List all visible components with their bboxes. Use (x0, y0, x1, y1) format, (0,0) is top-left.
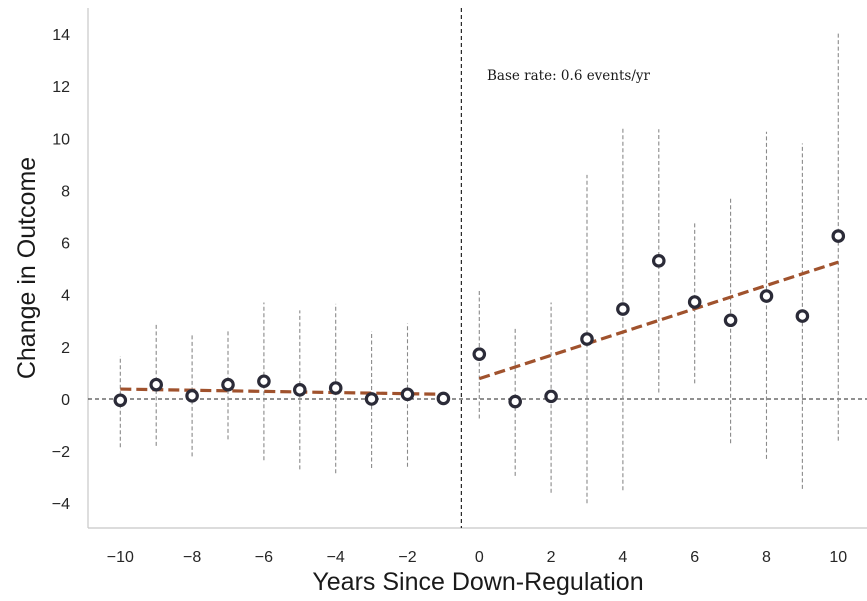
y-tick-labels: −4 −2 0 2 4 6 8 10 12 14 (52, 27, 70, 513)
x-tick-label: 6 (690, 549, 699, 566)
data-point (651, 254, 666, 268)
data-point (221, 377, 235, 392)
y-tick-label: 14 (52, 27, 70, 44)
y-tick-label: 4 (61, 288, 70, 305)
plot-frame (87, 8, 867, 529)
x-tick-labels: −10 −8 −6 −4 −2 0 2 4 6 8 10 (107, 549, 848, 566)
data-point (616, 302, 630, 316)
y-tick-label: 6 (61, 236, 70, 253)
data-point (436, 391, 451, 406)
x-tick-label: −6 (255, 549, 273, 566)
data-point (364, 392, 379, 406)
pre-period-trend-line (120, 387, 444, 396)
y-tick-label: −2 (52, 444, 70, 461)
data-point (328, 381, 343, 395)
reference-lines (88, 8, 867, 528)
data-point (759, 289, 774, 303)
base-rate-annotation: Base rate: 0.6 events/yr (487, 68, 651, 84)
data-point (400, 387, 415, 402)
y-axis-title: Change in Outcome (13, 157, 41, 379)
data-point (257, 374, 271, 389)
data-point (113, 393, 128, 408)
data-point (723, 313, 738, 328)
data-points (113, 229, 846, 409)
x-tick-label: 2 (547, 549, 556, 566)
data-point (544, 389, 558, 404)
y-tick-label: 0 (61, 392, 70, 409)
x-axis-title: Years Since Down-Regulation (312, 568, 643, 596)
x-tick-label: 8 (762, 549, 771, 566)
data-point (795, 309, 810, 323)
y-tick-label: 8 (61, 183, 70, 200)
x-tick-label: 0 (475, 549, 484, 566)
data-point (472, 347, 487, 361)
post-period-trend-line (478, 260, 839, 381)
y-tick-label: −4 (52, 496, 70, 513)
data-point (580, 332, 594, 346)
data-point (149, 377, 164, 392)
x-tick-label: −2 (398, 549, 416, 566)
data-point (687, 295, 702, 309)
y-tick-label: 12 (52, 79, 70, 96)
y-tick-label: 2 (61, 340, 70, 357)
data-point (185, 389, 199, 403)
x-tick-label: 4 (618, 549, 627, 566)
data-point (508, 394, 522, 409)
x-tick-label: −10 (107, 549, 134, 566)
data-point (831, 229, 846, 243)
x-tick-label: 10 (829, 549, 847, 566)
x-tick-label: −4 (327, 549, 345, 566)
y-tick-label: 10 (52, 131, 70, 148)
trend-lines (120, 260, 839, 396)
x-tick-label: −8 (183, 549, 201, 566)
data-point (293, 383, 307, 397)
